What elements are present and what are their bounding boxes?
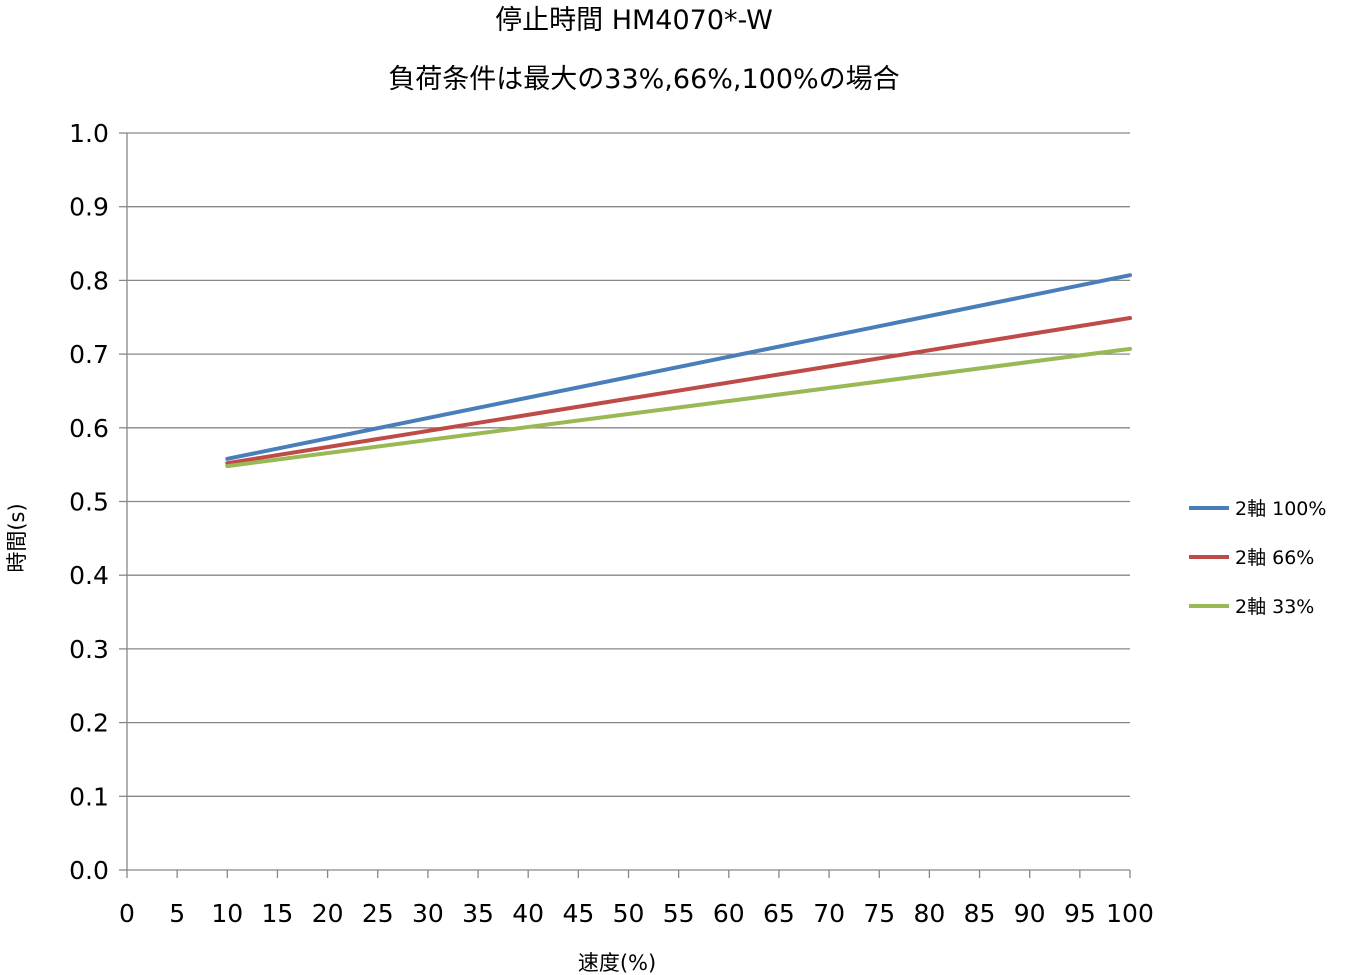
series-line-1 [225, 273, 1132, 461]
y-tick-label: 0.5 [69, 488, 109, 517]
x-tick-label: 20 [312, 899, 344, 928]
x-tick-label: 60 [713, 899, 745, 928]
axes [119, 132, 1131, 878]
x-tick-label: 90 [1014, 899, 1046, 928]
x-tick-label: 35 [462, 899, 494, 928]
series-lines [225, 273, 1132, 469]
y-tick-label: 0.4 [69, 561, 109, 590]
chart-title: 停止時間 HM4070*-W [495, 5, 773, 36]
y-tick-label: 0.7 [69, 340, 109, 369]
y-tick-label: 0.8 [69, 266, 109, 295]
x-tick-label: 50 [613, 899, 645, 928]
x-tick-label: 80 [913, 899, 945, 928]
x-tick-label: 45 [562, 899, 594, 928]
x-tick-label: 70 [813, 899, 845, 928]
x-tick-label: 75 [863, 899, 895, 928]
x-tick-label: 100 [1106, 899, 1154, 928]
series-line-2 [225, 316, 1132, 466]
legend-label-3: 2軸 33% [1235, 596, 1314, 618]
gridlines [127, 132, 1130, 797]
legend-label-1: 2軸 100% [1235, 498, 1326, 520]
x-tick-label: 0 [119, 899, 135, 928]
x-tick-label: 25 [362, 899, 394, 928]
x-tick-labels: 0 5 10 15 20 25 30 35 40 45 50 55 60 65 70 75 80 85 90 95 10… [119, 899, 1154, 928]
x-tick-label: 40 [512, 899, 544, 928]
x-tick-label: 5 [169, 899, 185, 928]
y-tick-label: 0.0 [69, 856, 109, 885]
y-tick-label: 0.2 [69, 709, 109, 738]
x-tick-label: 15 [262, 899, 294, 928]
y-axis-label: 時間(s) [5, 503, 29, 572]
y-tick-label: 1.0 [69, 119, 109, 148]
chart-subtitle: 負荷条件は最大の33%,66%,100%の場合 [388, 64, 899, 95]
x-tick-label: 85 [964, 899, 996, 928]
x-tick-label: 55 [663, 899, 695, 928]
y-tick-label: 0.1 [69, 782, 109, 811]
y-tick-labels: 0.0 0.1 0.2 0.3 0.4 0.5 0.6 0.7 0.8 0.9 1.0 [69, 119, 109, 885]
x-tick-label: 65 [763, 899, 795, 928]
x-tick-label: 30 [412, 899, 444, 928]
legend: 2軸 100% 2軸 66% 2軸 33% [1189, 498, 1326, 618]
x-tick-label: 95 [1064, 899, 1096, 928]
x-tick-label: 10 [211, 899, 243, 928]
y-tick-label: 0.3 [69, 635, 109, 664]
legend-label-2: 2軸 66% [1235, 547, 1314, 569]
series-line-3 [225, 346, 1132, 469]
y-tick-label: 0.9 [69, 193, 109, 222]
x-axis-label: 速度(%) [578, 951, 656, 975]
y-tick-label: 0.6 [69, 414, 109, 443]
